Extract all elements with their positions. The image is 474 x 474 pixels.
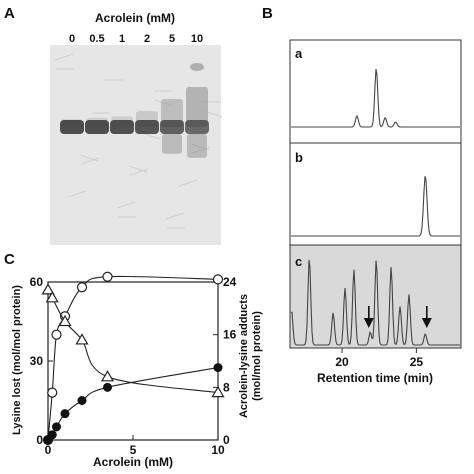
gel-band <box>185 120 209 134</box>
gel-texture-streak <box>54 53 74 61</box>
gel-texture-streak <box>67 190 87 198</box>
gel-band <box>110 120 134 134</box>
series-line-filled-circle <box>47 367 219 441</box>
gel-band <box>135 120 159 134</box>
gel-aggregate-spot <box>190 63 204 71</box>
panel-b: B a b c 20 25 Retention time (min) <box>262 5 462 385</box>
y-tick-label-right: 0 <box>223 433 230 447</box>
point-open-triangle <box>75 333 89 345</box>
point-filled-circle <box>103 382 112 392</box>
gel-band <box>160 120 184 134</box>
panel-a: A Acrolein (mM) 0 0.5 1 2 5 10 <box>4 5 223 245</box>
gel-bands <box>60 63 209 158</box>
arrow-head <box>363 318 374 328</box>
panel-c-ylabel-left: Lysine lost (mol/mol protein) <box>11 285 23 435</box>
panel-c-xlabel: Acrolein (mM) <box>93 455 173 469</box>
lane-label: 0 <box>69 33 75 45</box>
retention-time-ticks: 20 25 <box>335 348 423 369</box>
gel-texture-streak <box>191 146 211 154</box>
gel-texture-streak <box>79 154 99 162</box>
subpanel-a-label: a <box>295 46 303 61</box>
gel-texture-streak <box>128 165 148 173</box>
subpanel-b-label: b <box>295 150 303 165</box>
lane-label: 5 <box>169 33 175 45</box>
point-open-circle <box>47 387 58 398</box>
point-filled-circle <box>47 430 57 440</box>
peak-arrows <box>363 306 432 328</box>
gel-texture-streak <box>190 143 210 151</box>
series-line-open-circle <box>47 275 219 441</box>
gel-smear-lower <box>162 134 182 154</box>
point-open-triangle <box>100 370 115 382</box>
gel-smear-lower <box>187 134 207 158</box>
panel-b-letter: B <box>262 5 273 22</box>
point-filled-circle <box>52 422 61 432</box>
chromatogram-trace-b <box>291 176 460 237</box>
x-tick-label: 0 <box>45 443 52 457</box>
lane-label: 1 <box>119 33 125 45</box>
point-open-triangle <box>45 291 59 303</box>
y-tick-label-right: 8 <box>223 380 230 394</box>
panel-c-letter: C <box>4 251 15 268</box>
x-tick-label: 25 <box>410 355 424 369</box>
point-open-circle <box>51 329 62 340</box>
gel-texture-streak <box>178 179 198 187</box>
gel-smear <box>186 87 208 127</box>
panel-a-letter: A <box>4 5 15 22</box>
point-open-circle <box>212 274 224 285</box>
x-tick-label: 5 <box>130 443 137 457</box>
x-tick-label: 20 <box>335 355 349 369</box>
series-line-open-triangle <box>47 289 219 394</box>
y-tick-label-left: 60 <box>30 275 44 289</box>
point-filled-circle <box>213 363 223 373</box>
point-open-triangle <box>58 314 72 327</box>
y-tick-label-left: 0 <box>36 433 43 447</box>
panel-c-ylabel-right-line2: (mol/mol protein) <box>251 311 263 401</box>
point-open-circle <box>76 282 88 293</box>
panel-c-ylabel-right-line1: Acrolein-lysine adducts <box>238 294 250 418</box>
lane-label: 10 <box>191 33 203 45</box>
gel-band <box>85 120 109 134</box>
point-filled-circle <box>77 396 87 405</box>
point-open-triangle <box>211 385 225 398</box>
point-open-triangle <box>41 283 55 295</box>
gel-texture-streak <box>80 157 100 165</box>
lane-labels: 0 0.5 1 2 5 10 <box>69 33 203 45</box>
arrow-head <box>421 318 432 328</box>
point-filled-circle <box>60 409 70 419</box>
lane-label: 2 <box>144 33 150 45</box>
plot-frame <box>47 281 219 441</box>
panel-b-xlabel: Retention time (min) <box>317 371 433 385</box>
gel-band <box>60 120 84 134</box>
chromatogram-trace-c <box>290 260 460 346</box>
subpanel-c-label: c <box>295 254 302 269</box>
y-tick-label-right: 16 <box>223 328 237 342</box>
y-tick-label-right: 24 <box>223 275 237 289</box>
chromatogram-trace-a <box>291 68 460 128</box>
panel-a-title: Acrolein (mM) <box>95 11 175 25</box>
y-tick-label-left: 30 <box>30 354 44 368</box>
gel-texture-streak <box>165 212 185 220</box>
lane-label: 0.5 <box>89 33 104 45</box>
gel-texture-streak <box>116 201 136 209</box>
chromatogram-frame <box>289 39 462 349</box>
x-tick-label: 10 <box>211 443 225 457</box>
gel-texture-streak <box>129 168 149 176</box>
point-open-circle <box>102 271 113 282</box>
